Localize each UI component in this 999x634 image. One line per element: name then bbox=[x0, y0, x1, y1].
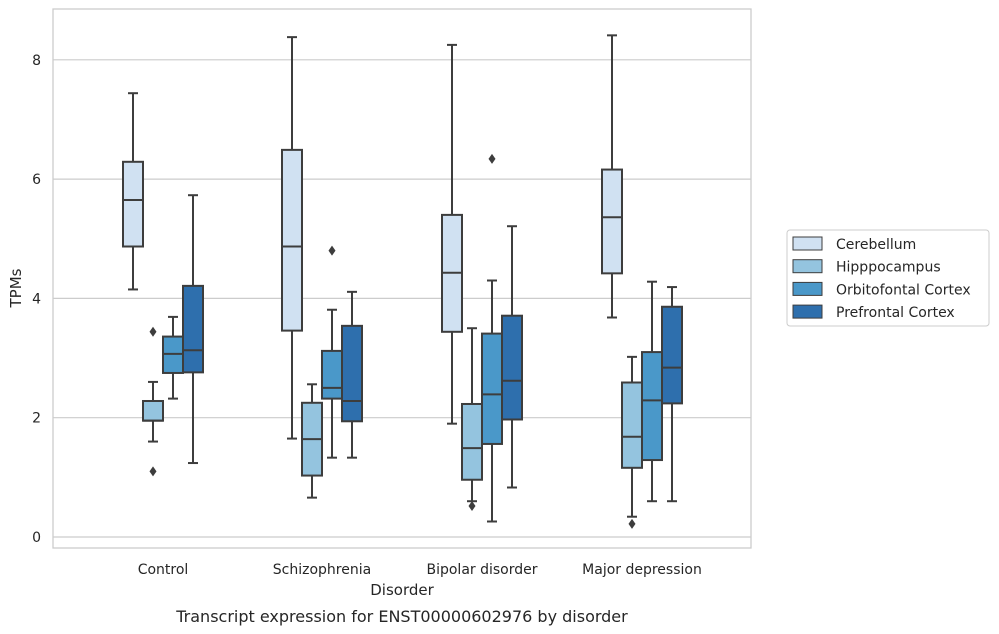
legend-entry: Cerebellum bbox=[836, 237, 916, 253]
y-tick-label: 0 bbox=[32, 530, 41, 546]
y-axis-label: TPMs bbox=[7, 268, 25, 308]
outlier-point bbox=[149, 326, 157, 337]
legend: Cerebellum Hipppocampus Orbitofontal Corte… bbox=[786, 229, 990, 327]
chart-caption: Transcript expression for ENST0000060297… bbox=[175, 607, 628, 626]
outlier-point bbox=[149, 466, 157, 477]
y-tick-label: 6 bbox=[32, 172, 41, 188]
legend-entry: Hipppocampus bbox=[836, 260, 941, 276]
x-tick-label: Schizophrenia bbox=[273, 562, 371, 578]
box-body bbox=[142, 399, 164, 422]
y-tick-label: 2 bbox=[32, 411, 41, 427]
box-body bbox=[182, 284, 204, 374]
plot-frame bbox=[52, 8, 752, 549]
box-plot-series bbox=[122, 34, 683, 529]
legend-swatch bbox=[792, 236, 823, 251]
y-gridlines bbox=[53, 59, 751, 538]
x-tick-label: Major depression bbox=[582, 562, 702, 578]
x-axis-label: Disorder bbox=[370, 581, 434, 599]
x-tick-label: Bipolar disorder bbox=[426, 562, 537, 578]
box-body bbox=[281, 148, 303, 332]
outlier-point bbox=[628, 518, 636, 529]
box-body bbox=[341, 324, 363, 423]
y-tick-label: 8 bbox=[32, 53, 41, 69]
x-tick-label: Control bbox=[138, 562, 189, 578]
box-body bbox=[501, 314, 523, 421]
legend-swatch bbox=[792, 304, 823, 319]
x-tick-labels: Control Schizophrenia Bipolar disorder Majo… bbox=[138, 562, 702, 578]
legend-entry: Orbitofontal Cortex bbox=[836, 282, 971, 298]
outlier-point bbox=[488, 153, 496, 164]
legend-swatch bbox=[792, 259, 823, 274]
box-body bbox=[621, 381, 643, 469]
box-body bbox=[641, 351, 663, 462]
box-body bbox=[661, 305, 683, 405]
box-body bbox=[481, 332, 503, 445]
box-body bbox=[601, 168, 623, 275]
outlier-point bbox=[468, 500, 476, 511]
legend-swatch bbox=[792, 281, 823, 296]
legend-entry: Prefrontal Cortex bbox=[836, 305, 955, 321]
y-tick-labels: 0 2 4 6 8 bbox=[32, 53, 41, 546]
outlier-point bbox=[328, 245, 336, 256]
box-body bbox=[321, 349, 343, 400]
box-body bbox=[461, 402, 483, 481]
box-body bbox=[122, 160, 144, 248]
legend-frame bbox=[786, 229, 990, 327]
y-tick-label: 4 bbox=[32, 291, 41, 307]
